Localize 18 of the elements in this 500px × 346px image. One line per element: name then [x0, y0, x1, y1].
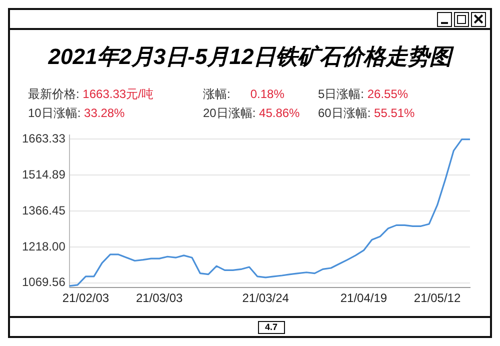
text: 最新价格: 1663.33元/吨: [28, 87, 154, 101]
y-tick-label: 1514.89: [22, 167, 66, 182]
x-tick-label: 21/02/03: [62, 291, 110, 306]
y-tick-label: 1366.45: [22, 203, 66, 218]
text: 涨幅: 0.18%: [203, 87, 284, 101]
text: 4.7: [258, 320, 285, 334]
text: 5日涨幅: 26.55%: [318, 87, 408, 101]
x-tick-label: 21/03/03: [136, 291, 183, 306]
text: 60日涨幅: 55.51%: [318, 106, 415, 120]
y-tick-label: 1218.00: [22, 239, 66, 254]
x-tick-label: 21/04/19: [340, 291, 388, 306]
x-tick-label: 21/03/24: [242, 291, 290, 306]
text: 10日涨幅: 33.28%: [28, 106, 125, 120]
y-tick-label: 1663.33: [22, 132, 66, 146]
y-tick-label: 1069.56: [22, 275, 66, 290]
chart-title: 2021年2月3日-5月12日铁矿石价格走势图: [47, 43, 455, 71]
x-tick-label: 21/05/12: [414, 291, 461, 306]
text: 20日涨幅: 45.86%: [203, 106, 300, 120]
